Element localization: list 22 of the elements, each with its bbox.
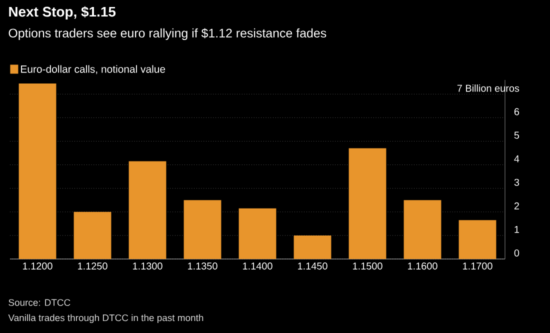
y-tick-label: 5 — [514, 132, 520, 139]
x-tick-label: 1.1250 — [78, 262, 108, 270]
chart-subtitle: Options traders see euro rallying if $1.12 resistance fades — [8, 28, 326, 40]
legend-label: Euro-dollar calls, notional value — [21, 65, 166, 74]
x-tick-label: 1.1600 — [408, 262, 438, 270]
source-note: Source: DTCC — [8, 299, 70, 306]
text: Vanilla trades through DTCC in the past month — [8, 314, 204, 324]
y-tick-label: 6 — [514, 108, 520, 116]
x-tick-label: 1.1350 — [188, 262, 218, 270]
y-tick-label: 0 — [514, 249, 520, 257]
y-tick-label: 4 — [514, 155, 520, 162]
x-tick-label: 1.1200 — [23, 262, 52, 270]
y-tick-label: 1 — [514, 226, 519, 233]
chart-title: Next Stop, $1.15 — [9, 6, 116, 20]
x-tick-label: 1.1400 — [243, 262, 272, 270]
y-tick-label: 2 — [514, 202, 519, 210]
x-tick-label: 1.1700 — [463, 262, 492, 270]
x-tick-label: 1.1450 — [298, 262, 328, 270]
y-tick-label: 7 Billion euros — [457, 84, 520, 92]
x-tick-label: 1.1500 — [353, 262, 382, 270]
x-tick-label: 1.1300 — [133, 262, 162, 270]
y-tick-label: 3 — [514, 178, 520, 186]
